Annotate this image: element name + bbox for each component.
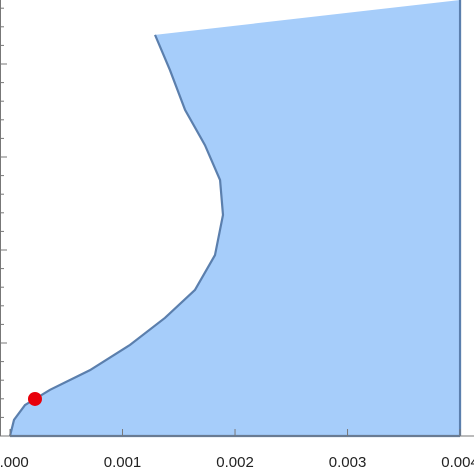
- x-tick-label: 0.000: [0, 454, 29, 471]
- region-area: [10, 0, 461, 436]
- x-tick-label: 0.002: [216, 454, 254, 471]
- x-tick-label: 0.001: [104, 454, 142, 471]
- x-tick-label: 0.004: [441, 454, 474, 471]
- x-tick-label: 0.003: [329, 454, 367, 471]
- point: [27, 391, 42, 406]
